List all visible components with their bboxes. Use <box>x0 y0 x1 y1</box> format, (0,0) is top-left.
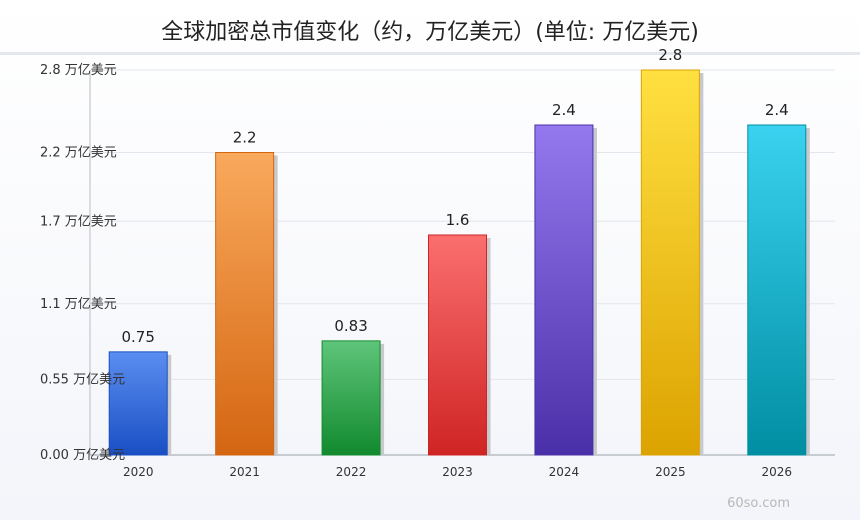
y-tick-label: 2.8 万亿美元 <box>40 63 117 78</box>
data-label: 1.6 <box>446 211 470 229</box>
labels: 0.00 万亿美元 0.55 万亿美元 1.1 万亿美元 1.7 万亿美元 2.2 万亿… <box>40 46 792 479</box>
y-tick-label: 1.7 万亿美元 <box>40 214 117 229</box>
watermark: 60so.com <box>727 496 790 511</box>
bar-2026 <box>747 124 807 456</box>
x-tick-label: 2021 <box>229 465 260 479</box>
data-label: 2.4 <box>765 101 789 119</box>
data-label: 2.4 <box>552 101 576 119</box>
bar-2020 <box>108 351 168 456</box>
y-tick-label: 1.1 万亿美元 <box>40 297 117 312</box>
data-label: 0.75 <box>122 328 155 346</box>
chart-title: 全球加密总市值变化（约，万亿美元）(单位: 万亿美元) <box>161 20 699 45</box>
data-label: 2.8 <box>658 46 682 64</box>
data-label: 2.2 <box>233 129 257 147</box>
bars <box>108 69 810 456</box>
x-tick-label: 2020 <box>123 465 154 479</box>
x-tick-label: 2025 <box>655 465 686 479</box>
title-divider <box>0 52 860 55</box>
y-tick-label: 0.00 万亿美元 <box>40 448 125 463</box>
bar-2025 <box>640 69 700 456</box>
x-tick-label: 2024 <box>549 465 580 479</box>
bar-2021 <box>215 152 275 456</box>
x-tick-label: 2022 <box>336 465 367 479</box>
x-tick-label: 2023 <box>442 465 473 479</box>
y-tick-label: 2.2 万亿美元 <box>40 146 117 161</box>
bar-2023 <box>428 234 487 456</box>
x-tick-label: 2026 <box>762 465 793 479</box>
data-label: 0.83 <box>334 317 367 335</box>
y-tick-label: 0.55 万亿美元 <box>40 372 125 387</box>
bar-2022 <box>321 340 381 456</box>
bar-2024 <box>534 124 594 456</box>
